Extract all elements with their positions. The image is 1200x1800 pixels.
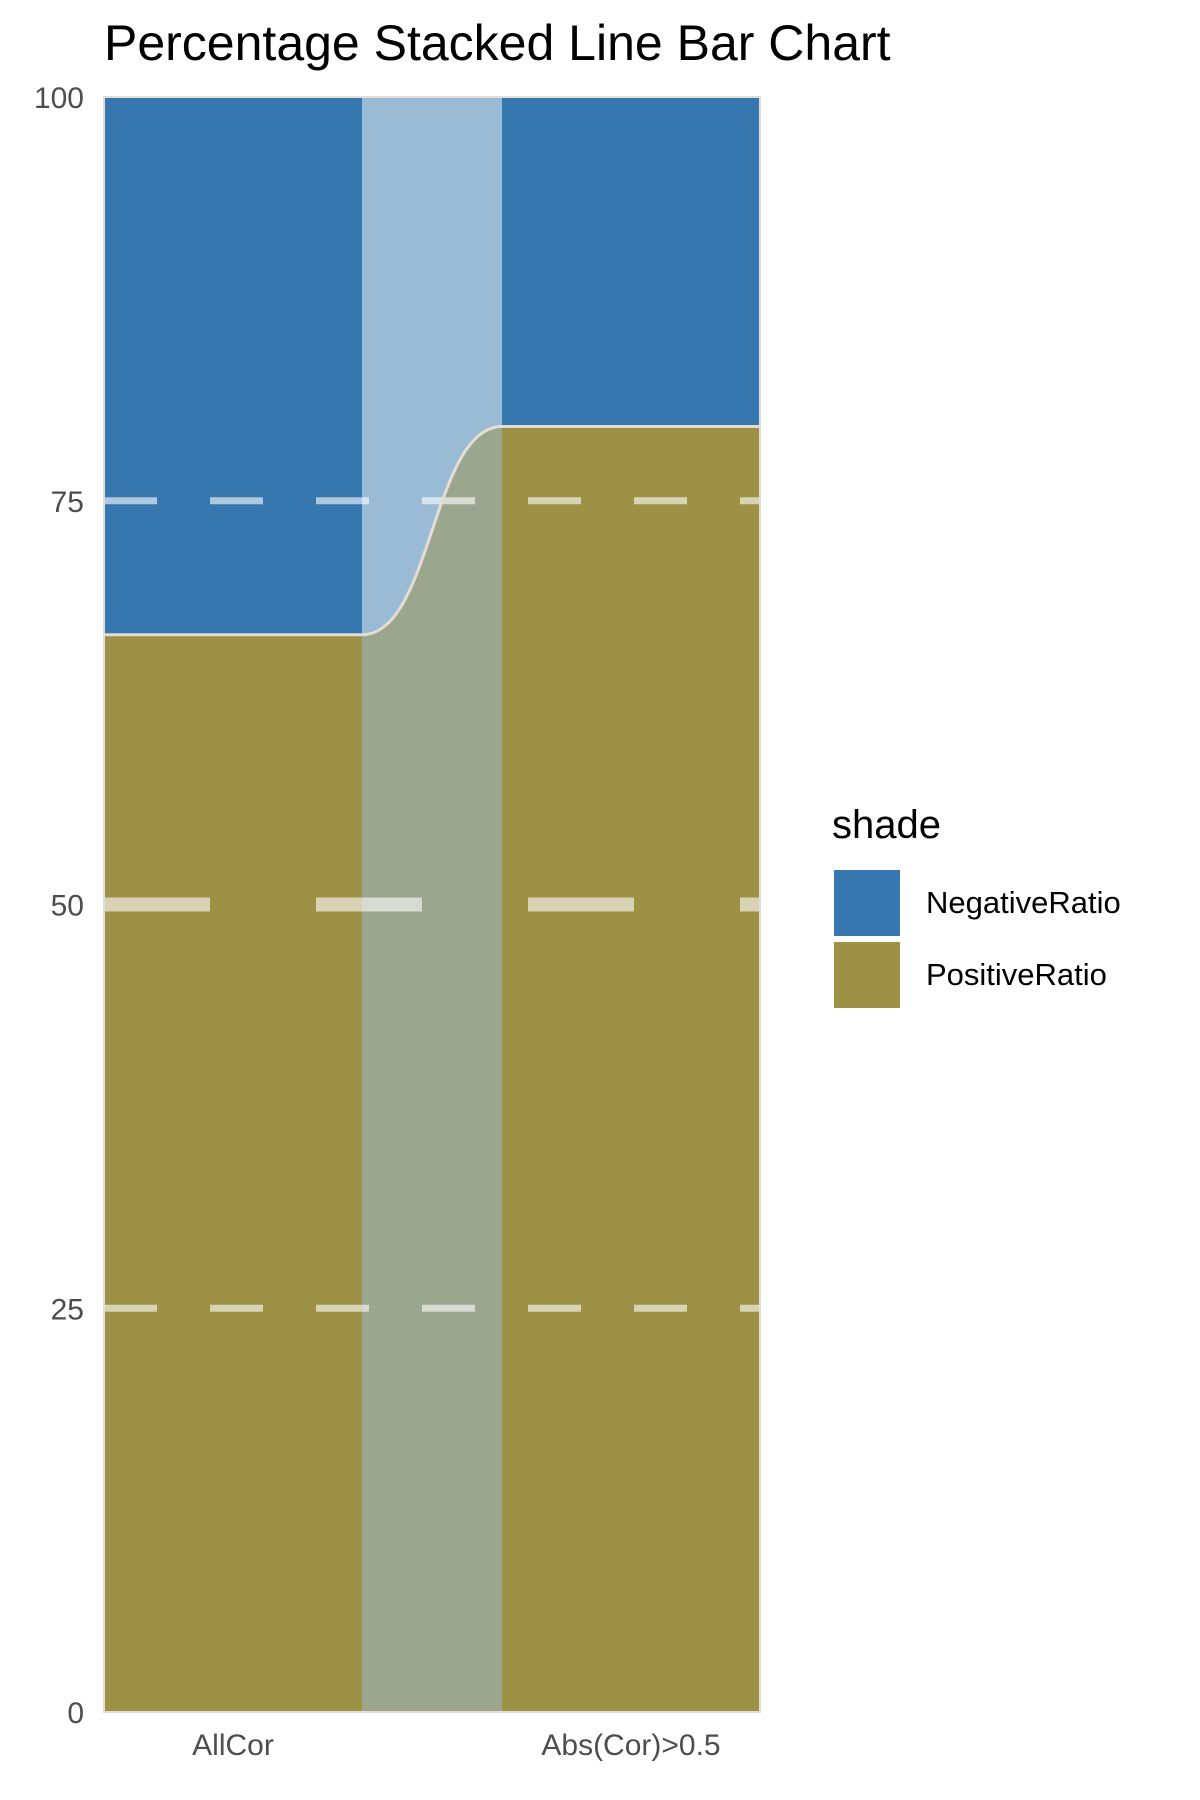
boundary-line — [104, 424, 760, 637]
legend-title: shade — [832, 803, 941, 847]
plot-border — [103, 96, 761, 1713]
bar-positive-1 — [502, 426, 760, 1713]
y-tick-label: 0 — [67, 1697, 84, 1730]
legend-label: NegativeRatio — [926, 885, 1121, 920]
x-tick-label: AllCor — [192, 1729, 274, 1762]
bar-negative-0 — [104, 97, 362, 635]
y-tick-label: 100 — [34, 82, 84, 115]
connector-positive-band — [362, 426, 502, 1712]
x-axis: AllCor Abs(Cor)>0.5 — [192, 1729, 720, 1762]
y-tick-label: 75 — [51, 486, 84, 519]
legend-swatch — [834, 870, 900, 936]
y-tick-label: 25 — [51, 1293, 84, 1326]
chart-title: Percentage Stacked Line Bar Chart — [104, 15, 891, 71]
legend: shade NegativeRatio PositiveRatio — [832, 803, 1121, 1008]
legend-swatch — [834, 942, 900, 1008]
bar-positive-0 — [104, 634, 362, 1713]
bar-negative-1 — [502, 97, 760, 427]
y-axis: 0 25 50 75 100 — [34, 82, 84, 1730]
y-tick-label: 50 — [51, 890, 84, 923]
plot-area — [103, 96, 761, 1713]
legend-label: PositiveRatio — [926, 957, 1107, 992]
x-tick-label: Abs(Cor)>0.5 — [541, 1729, 720, 1762]
